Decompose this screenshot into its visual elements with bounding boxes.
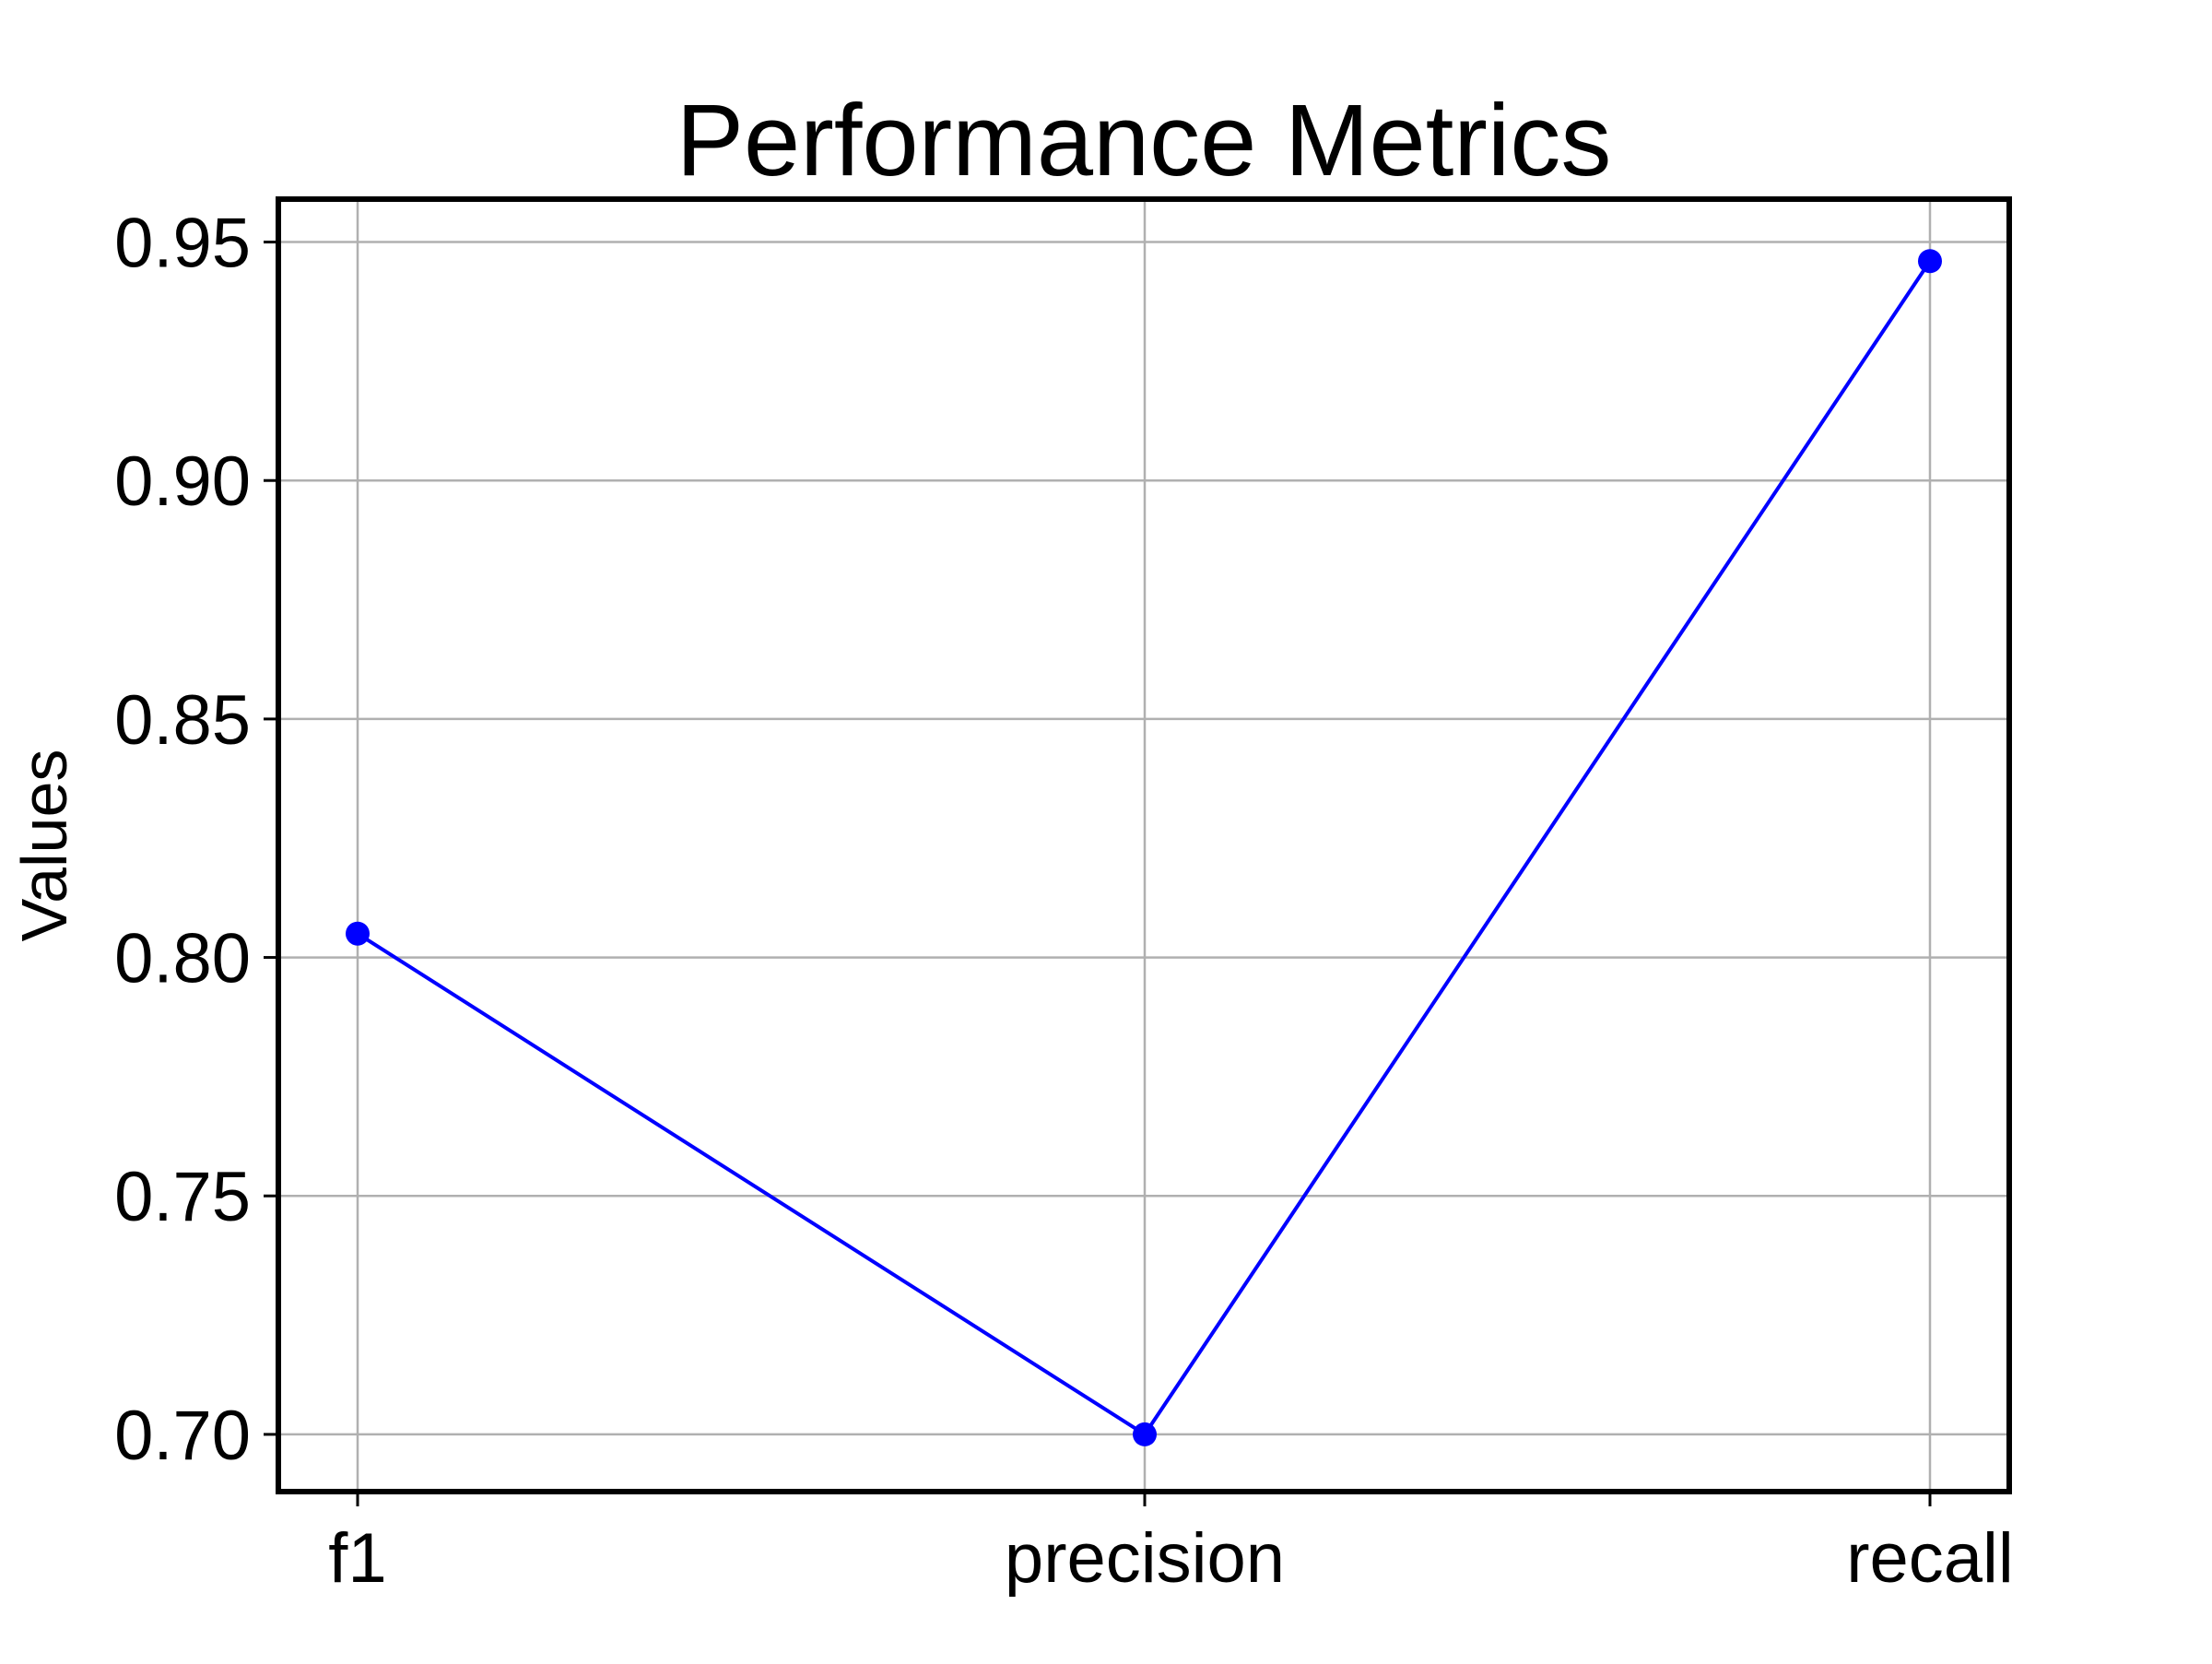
- x-tick-label: f1: [328, 1519, 386, 1598]
- data-point-f1: [346, 921, 370, 946]
- y-tick-label: 0.75: [114, 1158, 251, 1236]
- y-tick-label: 0.85: [114, 681, 251, 760]
- grid: [278, 199, 2009, 1492]
- x-tick-label: precision: [1005, 1519, 1285, 1598]
- series-layer: [346, 249, 1942, 1446]
- data-point-precision: [1133, 1422, 1157, 1446]
- y-tick-label: 0.90: [114, 443, 251, 521]
- ticks: f1 precision recall 0.70 0.75 0.80 0.85 0.90 0.9…: [114, 205, 2014, 1598]
- y-tick-label: 0.95: [114, 205, 251, 283]
- y-tick-label: 0.80: [114, 920, 251, 998]
- y-axis-label: Values: [8, 749, 80, 942]
- data-point-recall: [1918, 249, 1942, 274]
- x-tick-label: recall: [1846, 1519, 2014, 1598]
- y-tick-label: 0.70: [114, 1397, 251, 1475]
- chart-title: Performance Metrics: [677, 84, 1612, 197]
